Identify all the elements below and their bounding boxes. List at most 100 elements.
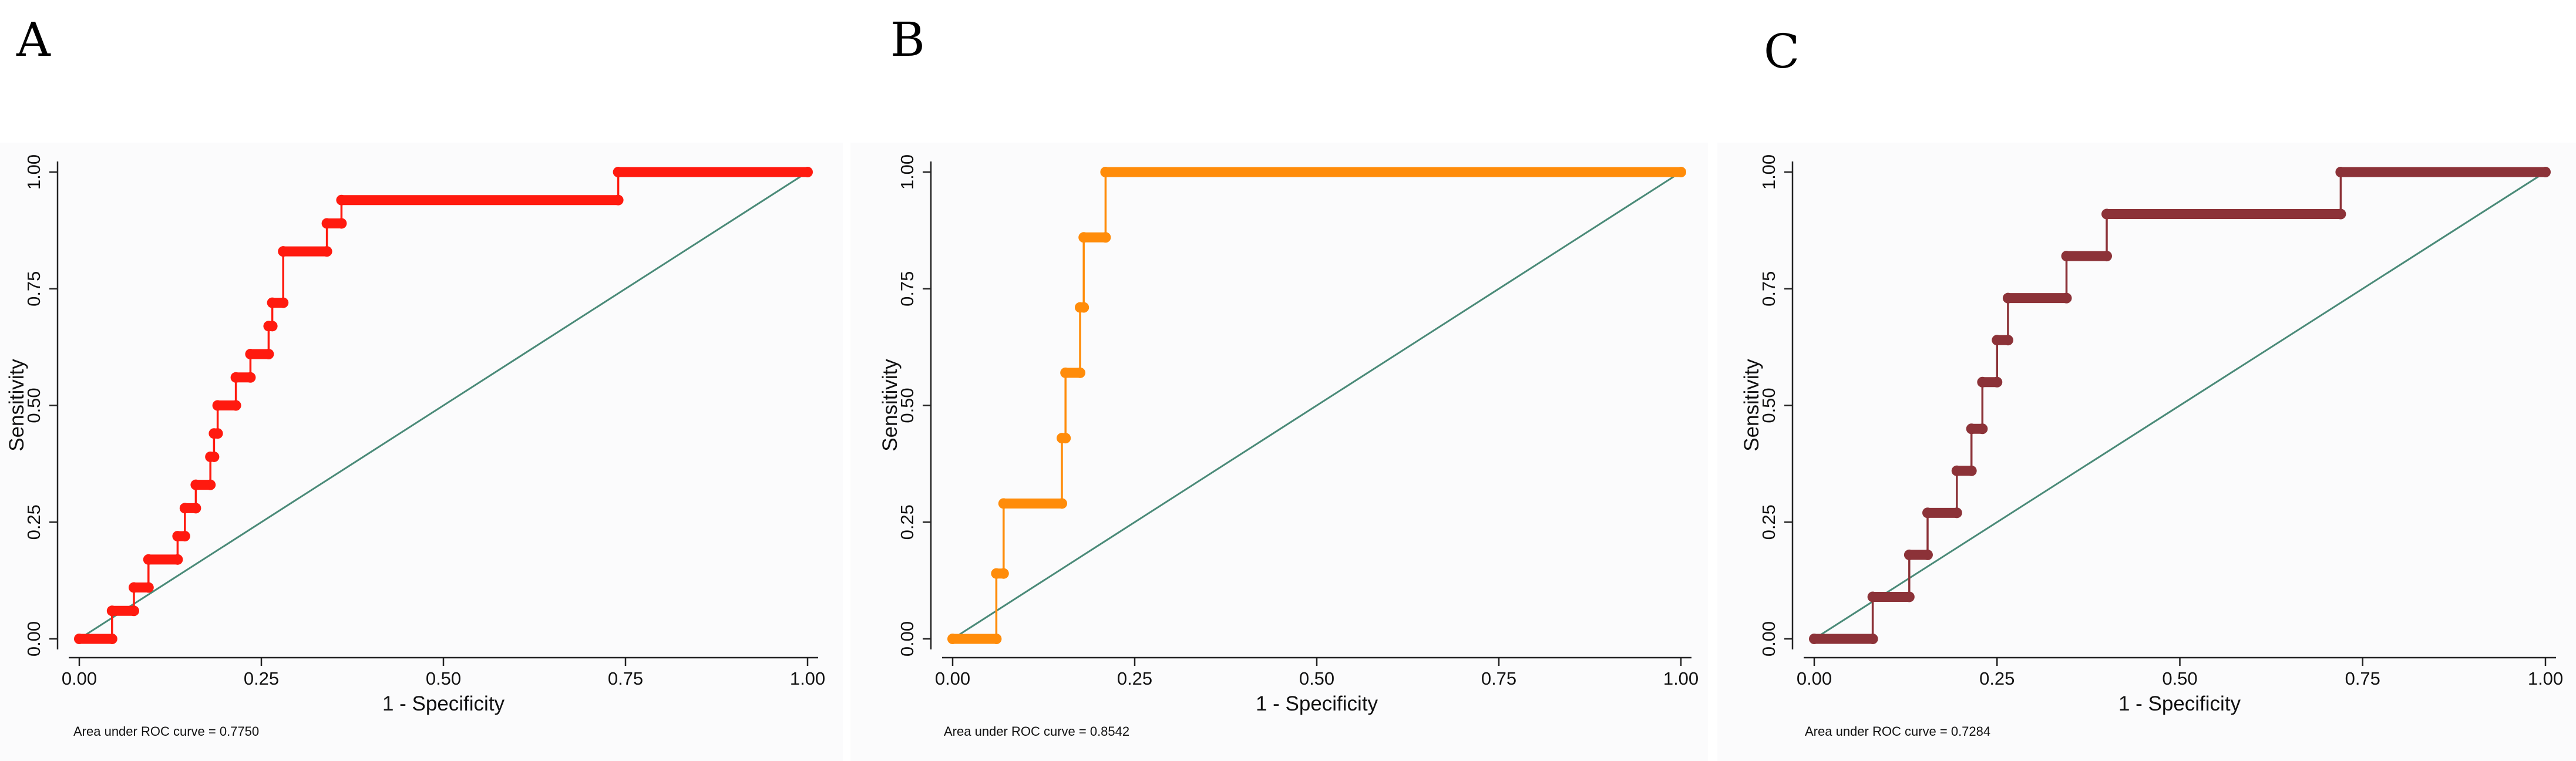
roc-point — [1868, 634, 1878, 644]
roc-point — [998, 498, 1009, 509]
roc-point — [322, 218, 332, 228]
roc-point — [208, 452, 219, 462]
roc-point — [74, 634, 85, 644]
roc-point — [1060, 368, 1071, 378]
roc-point — [1100, 167, 1111, 177]
roc-chart-b: 0.00 0.25 0.50 0.75 1.00 0.00 0.25 0.50 0.75 1.00… — [879, 154, 1699, 739]
roc-point — [180, 503, 190, 513]
reference-diagonal — [953, 172, 1681, 639]
roc-point — [190, 480, 201, 490]
x-tick-label: 0.00 — [935, 668, 970, 689]
roc-point — [231, 400, 241, 411]
x-axis-title: 1 - Specificity — [382, 692, 505, 715]
roc-point — [143, 582, 154, 593]
roc-point — [1922, 550, 1933, 560]
x-tick-label: 0.75 — [608, 668, 643, 689]
y-tick-label: 0.25 — [1758, 504, 1779, 540]
roc-point — [245, 372, 255, 383]
y-tick-label: 0.00 — [23, 621, 44, 656]
reference-diagonal — [79, 172, 808, 639]
roc-point — [1057, 498, 1067, 509]
roc-point — [1078, 302, 1089, 313]
roc-point — [991, 634, 1001, 644]
auc-annotation: Area under ROC curve = 0.7750 — [73, 724, 259, 739]
y-tick-label: 0.75 — [23, 271, 44, 307]
roc-point — [2101, 209, 2112, 220]
roc-point — [231, 372, 241, 383]
roc-point — [278, 246, 288, 257]
roc-point — [1904, 591, 1915, 602]
roc-point — [998, 568, 1009, 579]
roc-point — [1992, 335, 2002, 345]
roc-point — [322, 246, 332, 257]
roc-point — [267, 298, 278, 308]
roc-point — [2335, 209, 2346, 220]
y-tick-label: 1.00 — [897, 154, 917, 190]
roc-point — [245, 349, 255, 359]
x-tick-label: 0.50 — [1299, 668, 1334, 689]
y-tick-label: 0.75 — [897, 271, 917, 307]
roc-point — [107, 634, 117, 644]
roc-point — [1060, 433, 1071, 443]
roc-point — [1952, 466, 1962, 476]
y-tick-label: 0.75 — [1758, 271, 1779, 307]
roc-point — [1977, 377, 1988, 388]
roc-point — [213, 400, 223, 411]
roc-point — [1868, 591, 1878, 602]
auc-annotation: Area under ROC curve = 0.7284 — [1805, 724, 1990, 739]
roc-point — [1100, 232, 1111, 243]
roc-point — [2540, 167, 2551, 177]
x-tick-label: 0.75 — [1481, 668, 1516, 689]
y-axis-title: Sensitivity — [879, 359, 902, 452]
y-tick-label: 0.00 — [1758, 621, 1779, 656]
roc-point — [1809, 634, 1820, 644]
roc-point — [263, 349, 274, 359]
x-tick-label: 0.50 — [2162, 668, 2197, 689]
roc-point — [180, 531, 190, 541]
x-tick-label: 0.25 — [244, 668, 279, 689]
x-tick-label: 0.00 — [1797, 668, 1832, 689]
roc-point — [1075, 368, 1085, 378]
roc-point — [267, 321, 278, 331]
x-tick-label: 1.00 — [2528, 668, 2563, 689]
roc-point — [143, 554, 154, 565]
x-tick-label: 0.00 — [62, 668, 97, 689]
roc-point — [1904, 550, 1915, 560]
x-tick-label: 0.25 — [1979, 668, 2015, 689]
roc-point — [129, 582, 139, 593]
roc-point — [802, 167, 813, 177]
roc-point — [336, 218, 347, 228]
roc-chart-c: 0.00 0.25 0.50 0.75 1.00 0.00 0.25 0.50 0.75 1.00… — [1740, 154, 2563, 739]
roc-point — [1977, 423, 1988, 434]
roc-point — [947, 634, 958, 644]
roc-point — [1992, 377, 2002, 388]
x-axis-title: 1 - Specificity — [2118, 692, 2241, 715]
roc-point — [172, 554, 183, 565]
roc-point — [2062, 293, 2072, 304]
roc-point — [2003, 335, 2013, 345]
roc-point — [2335, 167, 2346, 177]
y-axis-title: Sensitivity — [5, 359, 28, 452]
y-tick-label: 0.25 — [23, 504, 44, 540]
roc-point — [278, 298, 288, 308]
roc-point — [213, 428, 223, 439]
roc-point — [2003, 293, 2013, 304]
reference-diagonal — [1814, 172, 2545, 639]
roc-point — [107, 605, 117, 616]
roc-point — [2062, 251, 2072, 261]
x-axis-title: 1 - Specificity — [1256, 692, 1378, 715]
roc-point — [129, 605, 139, 616]
x-tick-label: 0.50 — [426, 668, 461, 689]
roc-point — [1966, 466, 1977, 476]
roc-point — [205, 480, 216, 490]
roc-point — [1922, 507, 1933, 518]
x-tick-label: 0.25 — [1117, 668, 1152, 689]
roc-point — [1952, 507, 1962, 518]
roc-point — [613, 195, 624, 206]
roc-point — [1676, 167, 1686, 177]
y-tick-label: 1.00 — [1758, 154, 1779, 190]
roc-point — [336, 195, 347, 206]
y-tick-label: 0.25 — [897, 504, 917, 540]
roc-point — [190, 503, 201, 513]
